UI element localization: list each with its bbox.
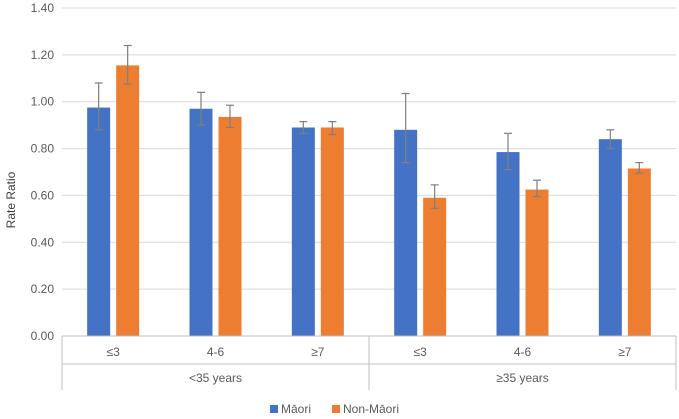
bar-maori bbox=[394, 129, 418, 336]
y-tick-labels: 0.00 0.20 0.40 0.60 0.80 1.00 1.20 1.40 bbox=[31, 1, 55, 343]
legend-swatch bbox=[270, 405, 278, 413]
x-tick-label: ≤3 bbox=[414, 345, 428, 359]
x-tick-labels: ≤3 4-6 ≥7 ≤3 4-6 ≥7 <35 years ≥35 years bbox=[107, 345, 632, 385]
y-tick-label: 0.40 bbox=[31, 235, 55, 249]
legend-item-maori: Māori bbox=[270, 402, 311, 416]
bar-non-maori bbox=[423, 197, 447, 336]
x-tick-label: ≤3 bbox=[107, 345, 121, 359]
y-tick-label: 1.20 bbox=[31, 48, 55, 62]
x-tick-label: 4-6 bbox=[514, 345, 532, 359]
bar-non-maori bbox=[627, 168, 651, 336]
bar-non-maori bbox=[218, 116, 242, 336]
bar-maori bbox=[291, 127, 315, 336]
y-tick-label: 0.80 bbox=[31, 142, 55, 156]
legend: Māori Non-Māori bbox=[270, 402, 399, 416]
bar-maori bbox=[598, 139, 622, 336]
legend-label: Non-Māori bbox=[343, 402, 399, 416]
x-tick-label: ≥7 bbox=[311, 345, 325, 359]
y-tick-label: 0.20 bbox=[31, 282, 55, 296]
gridlines bbox=[62, 7, 676, 290]
y-axis-title: Rate Ratio bbox=[4, 171, 18, 228]
bar-maori bbox=[189, 108, 213, 336]
error-bars bbox=[94, 44, 644, 209]
x-tick-label: 4-6 bbox=[207, 345, 225, 359]
group-label: <35 years bbox=[189, 371, 242, 385]
bar-non-maori bbox=[320, 127, 344, 336]
group-label: ≥35 years bbox=[496, 371, 549, 385]
bar-non-maori bbox=[116, 65, 140, 337]
bars bbox=[87, 65, 651, 337]
legend-label: Māori bbox=[281, 402, 311, 416]
y-tick-label: 1.00 bbox=[31, 95, 55, 109]
legend-swatch bbox=[332, 405, 340, 413]
bar-maori bbox=[87, 107, 111, 336]
y-tick-label: 0.00 bbox=[31, 329, 55, 343]
bar-maori bbox=[496, 152, 520, 336]
bar-non-maori bbox=[525, 189, 549, 336]
x-tick-label: ≥7 bbox=[618, 345, 632, 359]
y-tick-label: 0.60 bbox=[31, 188, 55, 202]
y-tick-label: 1.40 bbox=[31, 1, 55, 15]
axes bbox=[61, 335, 677, 390]
legend-item-non-maori: Non-Māori bbox=[332, 402, 399, 416]
